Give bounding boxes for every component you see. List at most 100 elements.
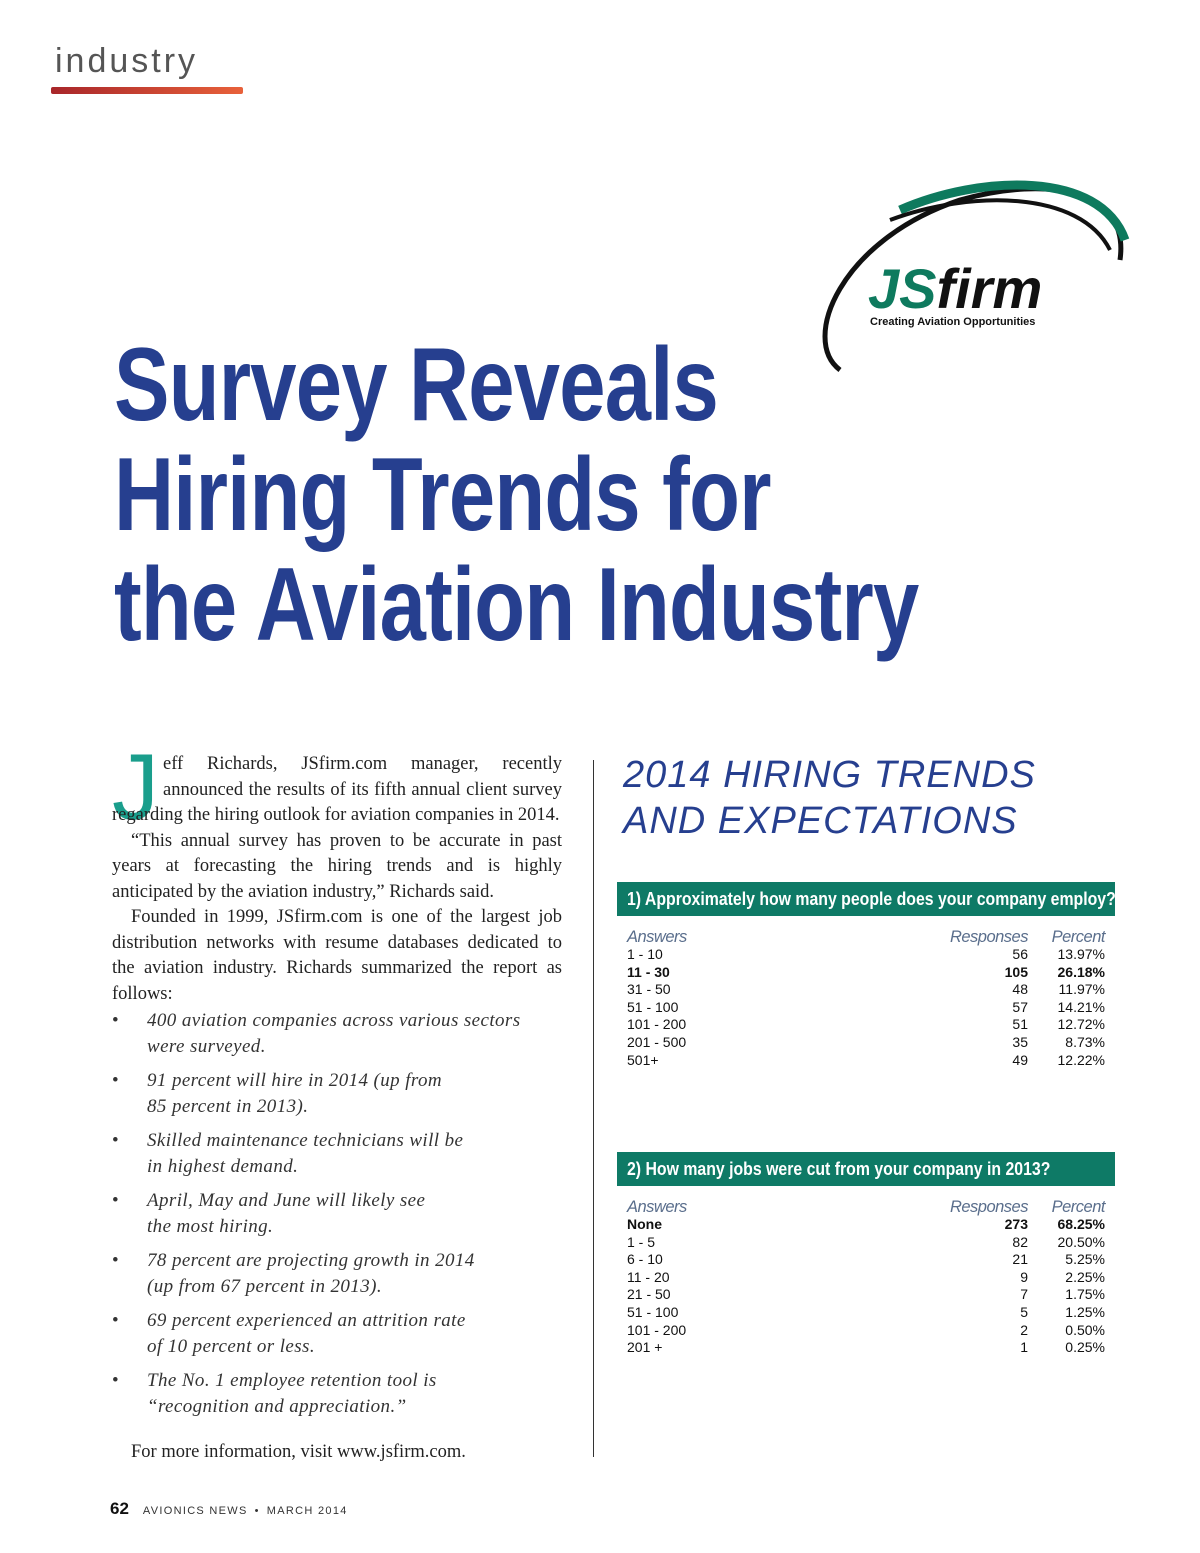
logo-wordmark-prefix: JS [868, 257, 937, 320]
bullet-line: April, May and June will likely see [147, 1190, 426, 1211]
table-cell: 31 - 50 [627, 981, 671, 998]
table-cell: 13.97% [1057, 946, 1105, 962]
paragraph: “This annual survey has proven to be acc… [112, 829, 562, 906]
table-cell: 5 [1020, 1303, 1028, 1320]
paragraph: Founded in 1999, JSfirm.com is one of th… [112, 905, 562, 1007]
table-cell: 0.25% [1065, 1339, 1105, 1356]
logo-swoosh [898, 180, 1130, 242]
table-cell: 1.75% [1065, 1286, 1105, 1303]
bullet-line: 69 percent experienced an attrition rate [147, 1310, 466, 1331]
table-cell: 51 [1012, 1016, 1028, 1033]
table-cell: 56 [1012, 946, 1028, 962]
table-cell: 51 - 100 [627, 1303, 679, 1320]
table-cell: 14.21% [1057, 998, 1105, 1015]
table-cell: 51 - 100 [627, 998, 679, 1015]
table-cell: 82 [1012, 1233, 1028, 1250]
bullet-line: The No. 1 employee retention tool is [147, 1370, 437, 1391]
bullet-item: April, May and June will likely see the m… [112, 1188, 572, 1239]
table-cell: 12.22% [1057, 1051, 1105, 1068]
survey-table: Answers Responses Percent None 273 68.25% 1 - … [627, 1198, 1107, 1357]
issue-date: MARCH 2014 [266, 1505, 348, 1517]
bullet-line: in highest demand. [147, 1155, 299, 1177]
table-cell: 11 - 30 [627, 963, 670, 980]
table-header: Answers Responses Percent [627, 928, 1107, 946]
bullet-item: Skilled maintenance technicians will be i… [112, 1128, 572, 1179]
table-cell: 11 - 20 [627, 1268, 670, 1285]
bullet-line: of 10 percent or less. [147, 1335, 315, 1357]
table-row: 501+ 49 12.22% [627, 1052, 1107, 1070]
bullet-item: 400 aviation companies across various se… [112, 1008, 572, 1059]
table-cell: 101 - 200 [627, 1321, 687, 1338]
table-cell: 20.50% [1057, 1233, 1105, 1250]
closing-line: For more information, visit www.jsfirm.c… [131, 1442, 466, 1462]
section-label: industry [55, 42, 199, 80]
table-cell: 7 [1020, 1286, 1028, 1303]
table-cell: 273 [1004, 1216, 1028, 1232]
table-row: None 273 68.25% [627, 1216, 1107, 1234]
table-header: Answers Responses Percent [627, 1198, 1107, 1216]
table-cell: 68.25% [1057, 1216, 1105, 1232]
table-row: 6 - 10 21 5.25% [627, 1251, 1107, 1269]
bullet-list: 400 aviation companies across various se… [112, 1008, 572, 1428]
table-cell: 1.25% [1065, 1303, 1105, 1320]
table-cell: 5.25% [1065, 1251, 1105, 1268]
column-header: Responses [949, 1198, 1029, 1216]
table-cell: 9 [1020, 1268, 1028, 1285]
table-cell: 6 - 10 [627, 1251, 663, 1268]
table-cell: 21 - 50 [627, 1286, 671, 1303]
table-cell: 57 [1012, 998, 1028, 1015]
section-bar [51, 87, 243, 94]
table-cell: None [627, 1216, 662, 1232]
bullet-line: the most hiring. [147, 1215, 274, 1237]
bullet-line: 400 aviation companies across various se… [147, 1010, 521, 1031]
table-cell: 49 [1012, 1051, 1028, 1068]
table-row: 11 - 30 105 26.18% [627, 964, 1107, 982]
separator: • [254, 1505, 260, 1517]
headline-line: the Aviation Industry [114, 547, 919, 663]
sidebar-title: 2014 HIRING TRENDS AND EXPECTATIONS [623, 752, 1036, 844]
logo: JSfirm Creating Aviation Opportunities [822, 180, 1130, 372]
table-row: 1 - 5 82 20.50% [627, 1234, 1107, 1252]
table-cell: 21 [1012, 1251, 1028, 1268]
column-header: Responses [949, 928, 1029, 946]
table-row: 51 - 100 5 1.25% [627, 1304, 1107, 1322]
table-cell: 12.72% [1057, 1016, 1105, 1033]
table-cell: 1 [1020, 1339, 1028, 1356]
table-cell: 2 [1020, 1321, 1028, 1338]
bullet-item: The No. 1 employee retention tool is “rec… [112, 1368, 572, 1419]
headline-line: Hiring Trends for [114, 437, 771, 553]
table-cell: 101 - 200 [627, 1016, 687, 1033]
table-cell: 1 - 5 [627, 1233, 656, 1250]
logo-swoosh [889, 198, 1112, 251]
column-divider [593, 760, 594, 1457]
publication: AVIONICS NEWS [142, 1505, 248, 1517]
bullet-line: were surveyed. [147, 1035, 266, 1057]
question: 1) Approximately how many people does yo… [627, 889, 1116, 909]
table-row: 1 - 10 56 13.97% [627, 946, 1107, 964]
table-cell: 26.18% [1057, 963, 1105, 980]
bullet-line: Skilled maintenance technicians will be [147, 1130, 464, 1151]
column-header: Answers [627, 928, 687, 946]
bullet-line: 78 percent are projecting growth in 2014 [147, 1250, 475, 1271]
bullet-item: 91 percent will hire in 2014 (up from 85 … [112, 1068, 572, 1119]
logo-wordmark-suffix: firm [937, 257, 1043, 320]
table-row: 101 - 200 2 0.50% [627, 1322, 1107, 1340]
bullet-item: 69 percent experienced an attrition rate… [112, 1308, 572, 1359]
table-row: 11 - 20 9 2.25% [627, 1269, 1107, 1287]
question-bar: 1) Approximately how many people does yo… [617, 882, 1116, 916]
bullet-line: (up from 67 percent in 2013). [147, 1275, 382, 1297]
table-cell: 1 - 10 [627, 946, 663, 962]
drop-cap: J [112, 734, 159, 839]
table-cell: 11.97% [1058, 981, 1105, 998]
table-cell: 105 [1004, 963, 1028, 980]
bullet-item: 78 percent are projecting growth in 2014… [112, 1248, 572, 1299]
table-cell: 0.50% [1065, 1321, 1105, 1338]
table-row: 51 - 100 57 14.21% [627, 999, 1107, 1017]
table-cell: 201 + [627, 1339, 663, 1356]
survey-table: Answers Responses Percent 1 - 10 56 13.97% 11 … [627, 928, 1107, 1069]
headline-line: Survey Reveals [114, 327, 719, 443]
paragraph-text: eff Richards, JSfirm.com manager, recent… [112, 754, 562, 825]
